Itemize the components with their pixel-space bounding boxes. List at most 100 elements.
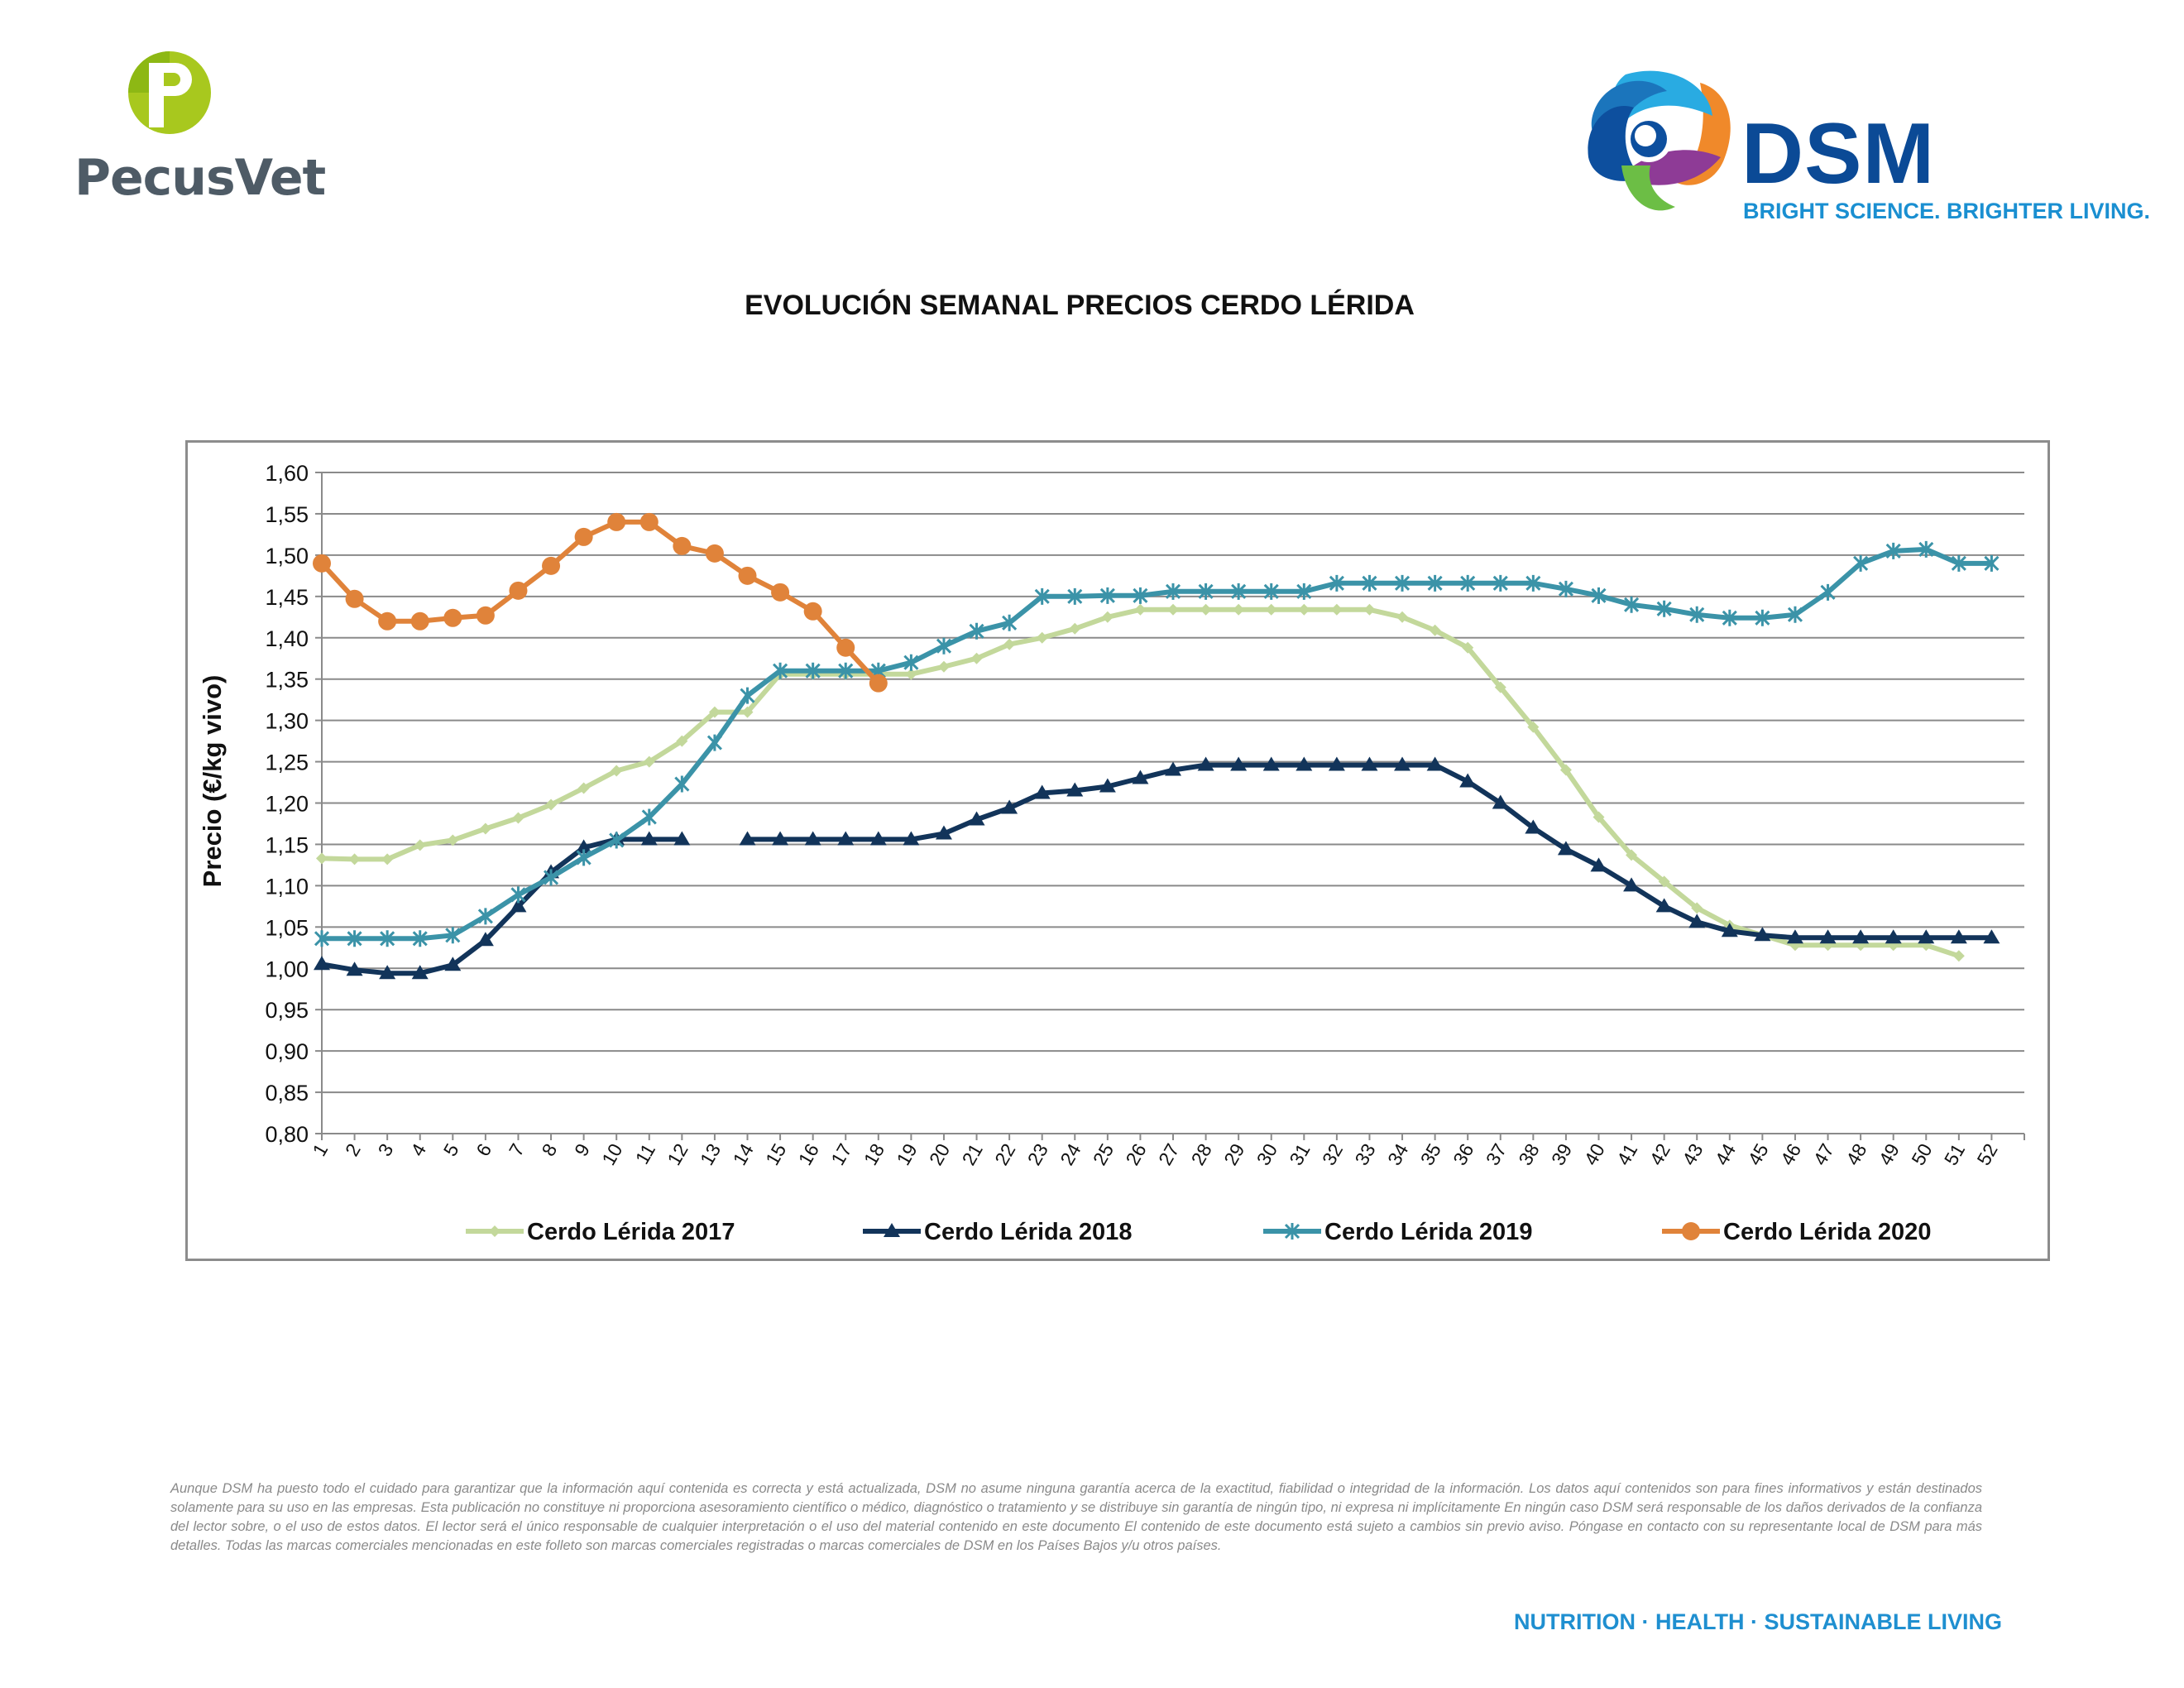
data-point [1591, 587, 1607, 604]
data-point [379, 965, 396, 980]
data-point [510, 898, 527, 913]
data-point [1363, 603, 1376, 616]
legend-item: Cerdo Lérida 2017 [466, 1219, 735, 1245]
series-layer [313, 512, 2000, 980]
x-tick-label: 33 [1350, 1140, 1379, 1169]
data-point [1721, 923, 1738, 938]
data-point [740, 687, 755, 704]
pecusvet-p-icon [128, 51, 211, 134]
x-tick-label: 6 [472, 1140, 496, 1160]
data-point [542, 556, 561, 575]
data-point [316, 852, 328, 865]
x-tick-label: 11 [631, 1140, 659, 1168]
y-tick-label: 0,95 [265, 998, 309, 1023]
x-tick-label: 21 [958, 1140, 987, 1169]
data-point [1984, 554, 2000, 572]
data-point [1559, 764, 1572, 776]
legend-item: Cerdo Lérida 2019 [1263, 1219, 1532, 1245]
data-point [1394, 574, 1410, 592]
x-tick-label: 47 [1809, 1140, 1838, 1169]
x-tick-label: 31 [1285, 1140, 1314, 1169]
x-tick-label: 8 [537, 1140, 561, 1160]
y-tick-label: 1,30 [265, 709, 309, 734]
data-point [1033, 784, 1051, 799]
data-point [1462, 641, 1474, 654]
data-point [1427, 574, 1443, 592]
y-tick-label: 1,60 [265, 461, 309, 486]
x-tick-label: 13 [696, 1140, 725, 1169]
legend-label: Cerdo Lérida 2019 [1324, 1219, 1532, 1245]
data-point [903, 654, 919, 671]
y-tick-label: 0,80 [265, 1122, 309, 1147]
data-point [1655, 898, 1673, 913]
data-point [611, 765, 623, 777]
data-point [381, 853, 394, 866]
data-point [1099, 778, 1116, 793]
data-point [1592, 811, 1605, 823]
x-tick-label: 28 [1187, 1140, 1216, 1169]
data-point [1951, 554, 1966, 572]
x-tick-label: 26 [1121, 1140, 1150, 1169]
x-tick-label: 17 [826, 1140, 855, 1169]
x-tick-label: 1 [308, 1140, 332, 1160]
data-point [1460, 574, 1476, 592]
data-point [805, 662, 821, 679]
data-point [1200, 603, 1212, 616]
data-point [412, 930, 428, 947]
data-point [869, 674, 888, 693]
x-tick-label: 52 [1972, 1140, 2001, 1169]
legend-marker [1682, 1222, 1700, 1240]
data-point [708, 706, 721, 718]
data-point [738, 566, 757, 585]
y-tick-label: 1,05 [265, 915, 309, 940]
data-point [937, 660, 950, 673]
data-point [1429, 624, 1441, 636]
x-tick-label: 29 [1219, 1140, 1248, 1169]
data-point [1263, 583, 1279, 600]
x-tick-label: 20 [925, 1140, 954, 1169]
legend: Cerdo Lérida 2017 Cerdo Lérida 2018 Cerdo … [466, 1219, 1931, 1245]
x-tick-label: 41 [1612, 1140, 1641, 1169]
y-tick-label: 1,00 [265, 957, 309, 981]
data-point [1396, 611, 1409, 623]
page-title: EVOLUCIÓN SEMANAL PRECIOS CERDO LÉRIDA [745, 290, 1415, 321]
data-point [837, 831, 855, 846]
x-tick-label: 38 [1514, 1140, 1543, 1169]
dsm-swirl-icon [1588, 70, 1731, 211]
data-point [314, 930, 330, 947]
data-point [1754, 927, 1771, 942]
data-point [380, 930, 395, 947]
data-point [1459, 773, 1477, 788]
x-tick-label: 2 [341, 1140, 365, 1160]
x-tick-label: 44 [1711, 1139, 1740, 1168]
data-point [1099, 587, 1115, 604]
x-tick-label: 15 [761, 1140, 790, 1169]
x-tick-label: 10 [597, 1140, 626, 1169]
data-point [1001, 799, 1018, 814]
data-point [1525, 819, 1542, 834]
data-point [509, 581, 528, 600]
data-point [1656, 600, 1672, 617]
legend-marker [489, 1225, 500, 1237]
data-point [1527, 721, 1540, 733]
x-tick-label: 24 [1056, 1139, 1085, 1168]
data-point [1329, 574, 1344, 592]
y-tick-label: 1,50 [265, 544, 309, 568]
data-point [479, 822, 491, 835]
y-tick-label: 1,35 [265, 668, 309, 693]
data-point [1296, 583, 1312, 600]
data-point [348, 853, 361, 866]
data-point [1165, 761, 1181, 776]
x-tick-label: 51 [1940, 1140, 1969, 1169]
data-point [640, 831, 658, 846]
data-point [771, 583, 790, 602]
data-point [1887, 939, 1899, 952]
data-point [1558, 580, 1573, 597]
data-point [576, 849, 592, 866]
data-point [1003, 638, 1016, 650]
x-tick-label: 45 [1743, 1140, 1772, 1169]
legend-marker [884, 1223, 900, 1237]
data-point [577, 782, 590, 794]
data-point [741, 706, 754, 718]
data-point [869, 831, 887, 846]
